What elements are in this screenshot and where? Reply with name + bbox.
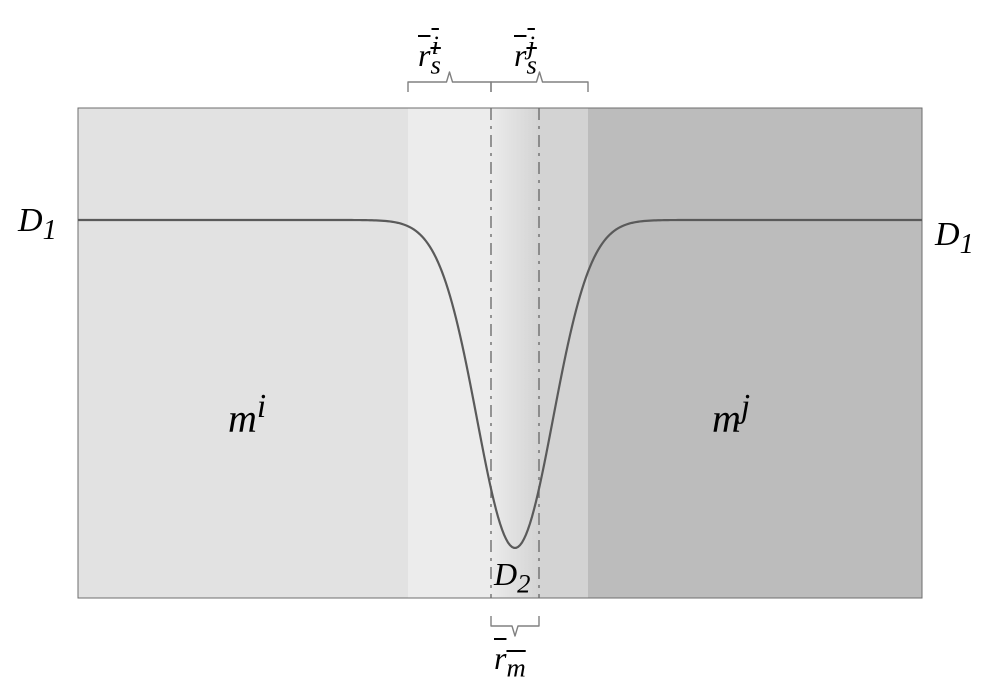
- region-right: [540, 108, 922, 598]
- diagram-stage: D1 D1 D2 mi mj rsi rsj rm: [0, 0, 1000, 698]
- bracket-rm: [491, 616, 539, 636]
- label-m-j: mj: [712, 388, 750, 441]
- label-rs-j: rsj: [514, 30, 535, 80]
- label-rs-i: rsi: [418, 30, 439, 80]
- label-m-i: mi: [228, 388, 266, 441]
- label-rm: rm: [494, 640, 526, 683]
- label-D1-left: D1: [18, 202, 57, 247]
- bracket-rs-j: [491, 72, 588, 92]
- label-D1-right: D1: [935, 216, 974, 261]
- label-D2: D2: [494, 556, 530, 599]
- overlay-band: [408, 108, 588, 598]
